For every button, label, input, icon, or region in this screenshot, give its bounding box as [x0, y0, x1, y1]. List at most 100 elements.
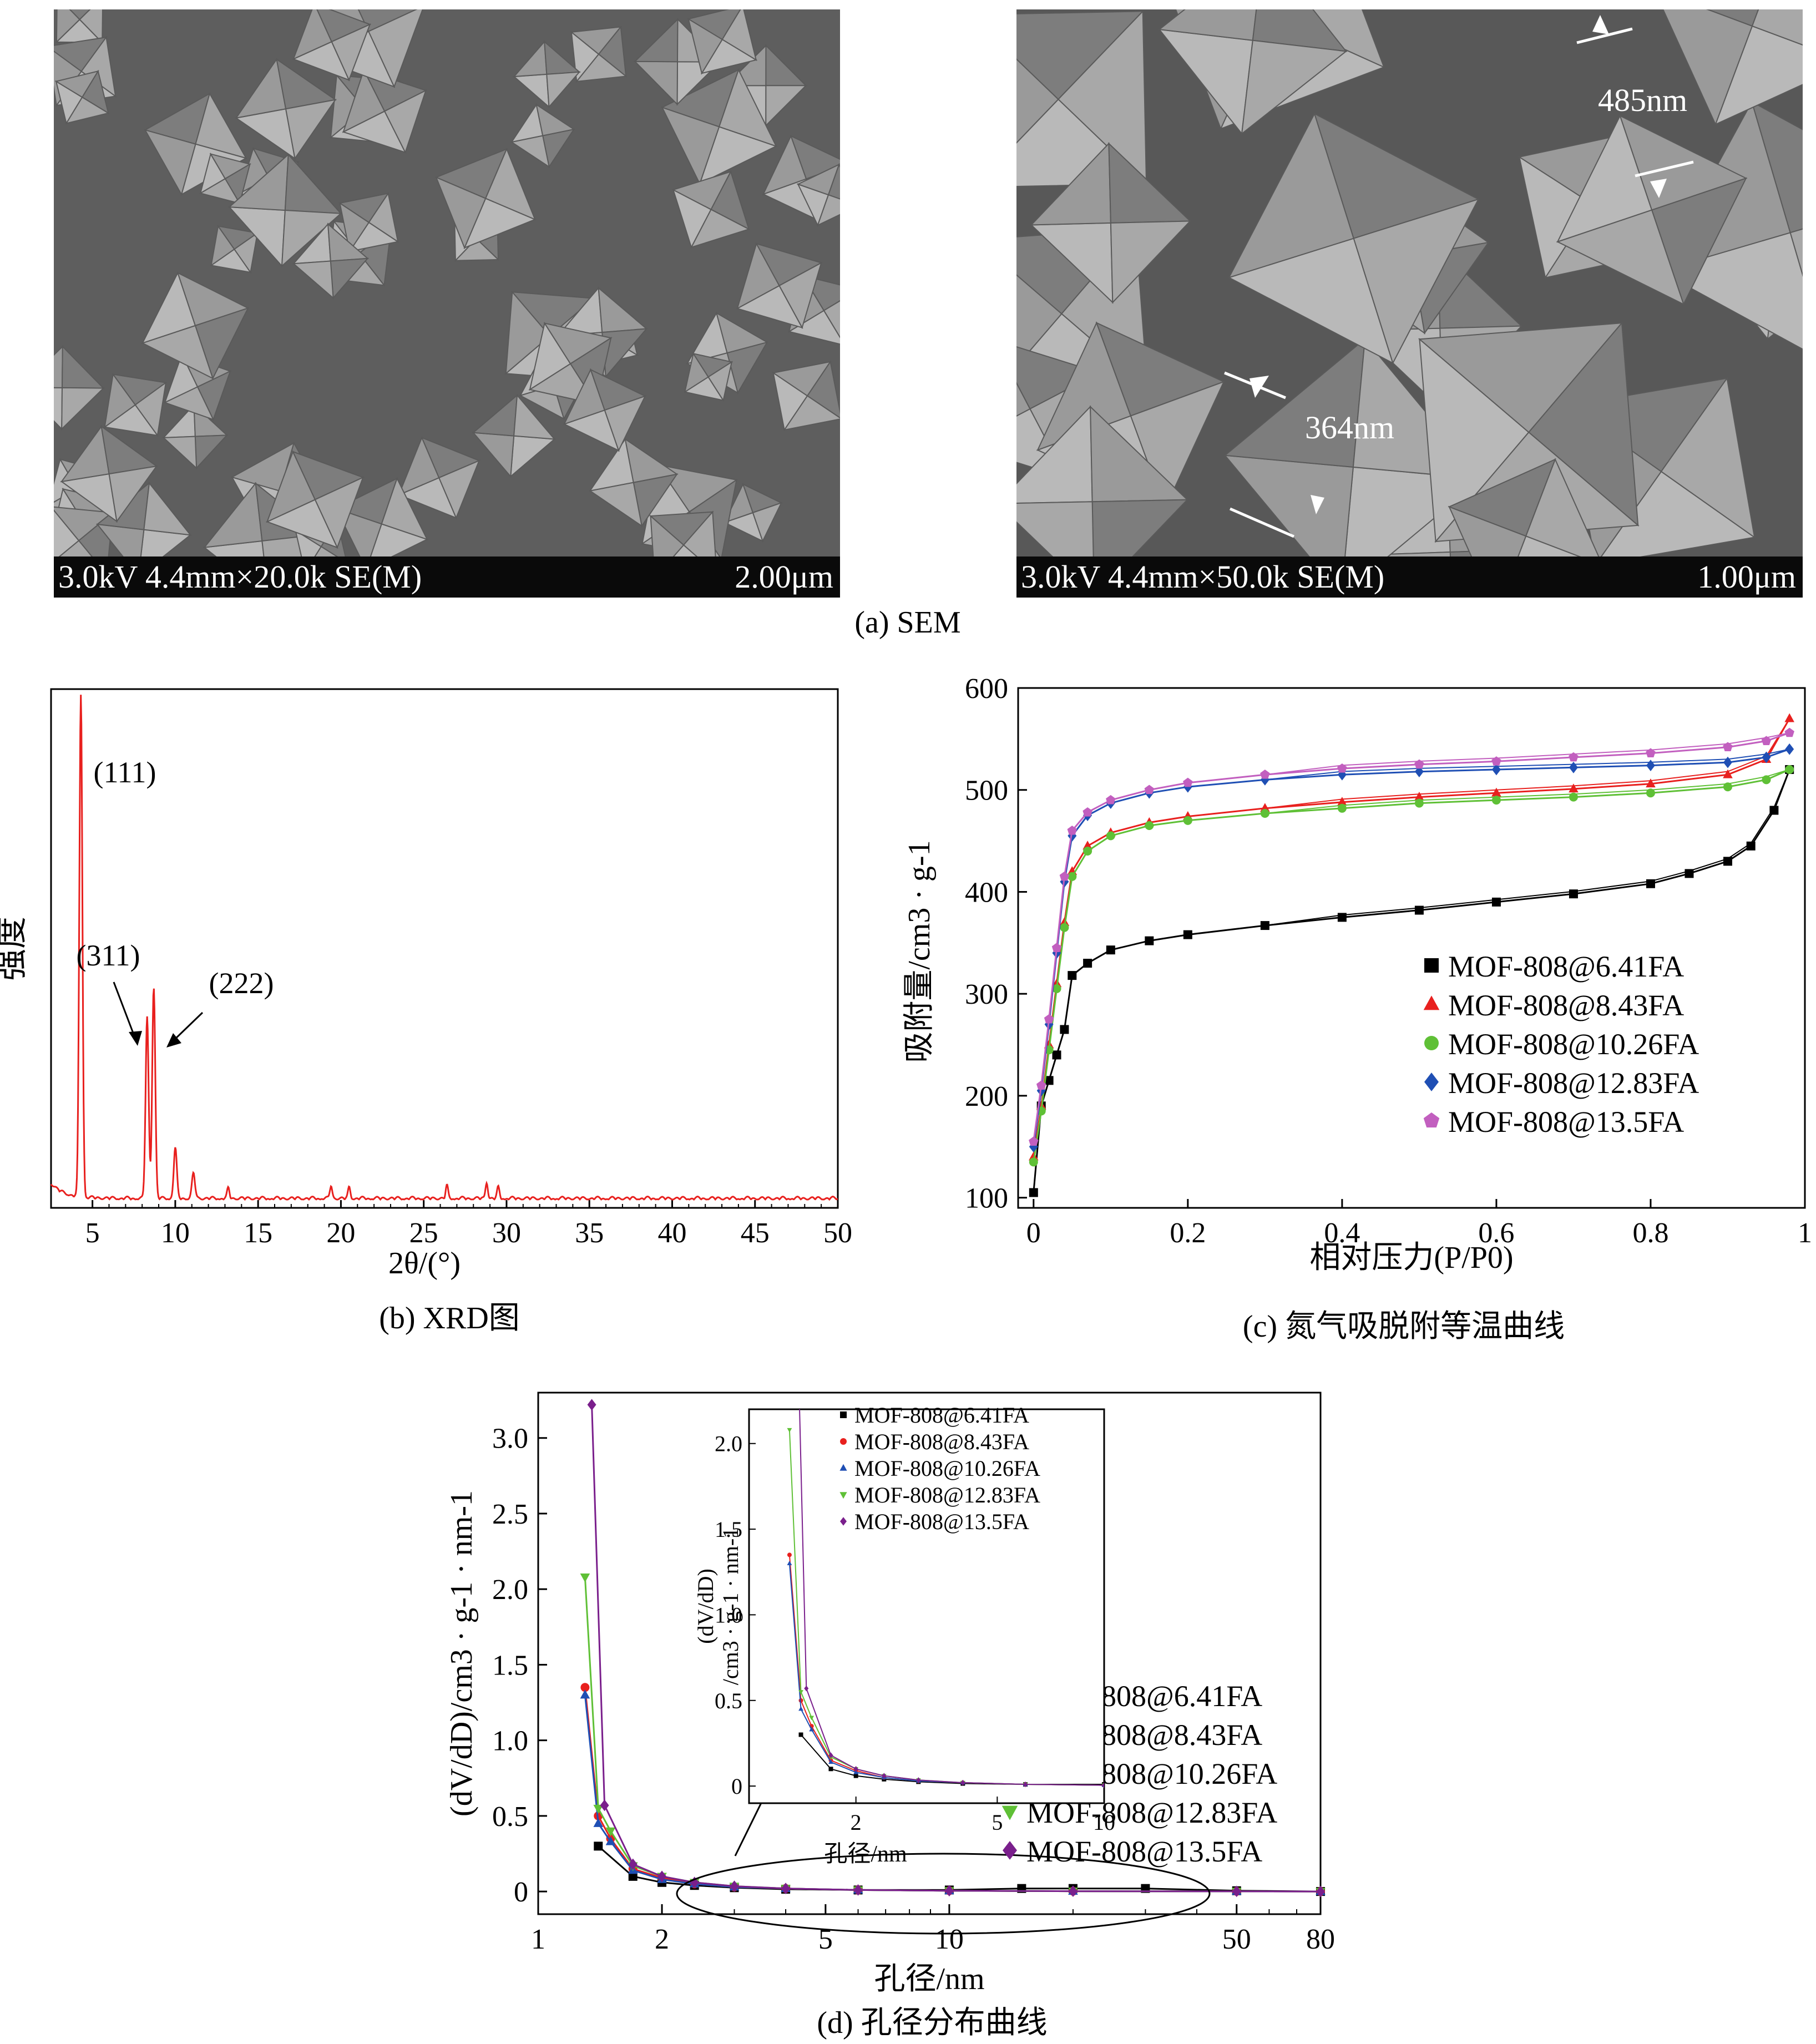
iso-point [1569, 889, 1578, 899]
pore-inset-point [804, 1685, 809, 1692]
pore-inset-legend-marker [840, 1517, 847, 1526]
sem-image-left: 3.0kV 4.4mm×20.0k SE(M) 2.00μm [54, 9, 840, 598]
pore-point [730, 1880, 739, 1892]
sem-scale-left: 2.00μm [735, 559, 833, 595]
sem-crystal-facet [721, 9, 757, 62]
pore-xtick-label: 80 [1306, 1924, 1335, 1955]
iso-legend-label: MOF-808@8.43FA [1448, 989, 1684, 1022]
pore-chart: 1 2 5 10 50 80 0 0.5 1.0 1.5 2.0 2.5 3.0 MOF-808@6.41… [444, 1392, 1335, 1992]
pore-inset-point [798, 1732, 803, 1737]
iso-point [1569, 792, 1578, 802]
pore-inset-legend-marker [839, 1492, 847, 1499]
xrd-plot-frame [50, 688, 839, 1209]
sem-crystal-facet [604, 395, 646, 452]
sem-crystal-facet [1662, 9, 1753, 126]
sem-crystal-facet [108, 465, 158, 523]
pore-inset-point [809, 1716, 815, 1721]
pore-legend-marker [1003, 1841, 1017, 1860]
iso-point [1337, 913, 1347, 922]
sem-crystal-facet [1057, 9, 1147, 185]
iso-point [1029, 1136, 1039, 1146]
sem-crystal-facet [1016, 382, 1031, 417]
sem-crystal-facet [1706, 9, 1759, 27]
sem-crystal-facet [827, 163, 840, 200]
sem-crystal-facet [331, 23, 371, 82]
sem-crystal-facet [285, 99, 337, 160]
iso-point [1083, 959, 1092, 968]
iso-point [1106, 831, 1115, 841]
iso-point [1491, 796, 1501, 805]
pore-series-4 [587, 1399, 1325, 1898]
sem-crystal-facet [1016, 501, 1094, 556]
xrd-xtick-label: 10 [161, 1217, 190, 1249]
iso-point [1414, 759, 1424, 769]
sem-crystal-facet [162, 436, 198, 470]
sem-crystal-facet [134, 381, 167, 437]
caption-b: (b) XRD图 [379, 1301, 520, 1335]
sem-crystal-facet [1353, 198, 1480, 365]
iso-point [1569, 752, 1579, 762]
sem-crystal-facet [1751, 9, 1803, 45]
iso-point [1723, 756, 1732, 768]
pore-point [781, 1883, 791, 1895]
iso-series-2 [1029, 765, 1794, 1167]
iso-point [1785, 743, 1794, 755]
pore-inset-xtick-label: 10 [1093, 1810, 1115, 1835]
measure-label-485: 485nm [1598, 82, 1688, 118]
xrd-arrow-222 [171, 1011, 204, 1043]
iso-point [1746, 841, 1756, 851]
pore-point [593, 1818, 604, 1827]
iso-point [1685, 869, 1694, 878]
iso-point [1144, 785, 1155, 795]
measure-marker-bottom [1224, 371, 1324, 538]
pore-inset-legend-label: MOF-808@13.5FA [854, 1509, 1029, 1534]
sem-crystal-facet [588, 482, 643, 528]
pore-inset-ytick-label: 1.0 [715, 1602, 742, 1627]
iso-point [1183, 816, 1192, 825]
pore-inset-ytick-label: 0.5 [715, 1688, 742, 1713]
sem-texture-left [54, 9, 840, 556]
xrd-xtick-label: 30 [492, 1217, 521, 1249]
iso-point [1183, 777, 1193, 787]
iso-legend-marker [1423, 1112, 1440, 1128]
sem-crystal-facet [1241, 39, 1348, 135]
pore-inset-ylabel-1: (dV/dD) [693, 1569, 718, 1644]
iso-point [1052, 1050, 1061, 1060]
sem-info-right: 3.0kV 4.4mm×50.0k SE(M) [1021, 559, 1385, 595]
iso-point [1723, 782, 1732, 792]
sem-crystal-facet [1789, 228, 1803, 277]
pore-point [593, 1804, 604, 1814]
sem-crystal-facet [281, 209, 342, 267]
sem-crystal-facet [199, 178, 241, 205]
iso-point [1059, 917, 1070, 926]
iso-point [1044, 1014, 1054, 1024]
xrd-arrow-311 [113, 981, 137, 1041]
iso-point [1068, 971, 1077, 980]
sem-crystal-facet [54, 387, 63, 431]
iso-xlabel: 相对压力(P/P0) [1309, 1241, 1513, 1275]
sem-texture-right [1016, 9, 1803, 556]
iso-point [1082, 807, 1092, 817]
sem-crystal-facet [823, 300, 840, 338]
pore-inset-point [828, 1752, 833, 1758]
pore-inset-point [787, 1428, 792, 1433]
pore-inset-legend-label: MOF-808@8.43FA [854, 1429, 1029, 1454]
iso-point [1569, 783, 1579, 793]
iso-ytick-label: 500 [965, 775, 1008, 807]
iso-ytick-label: 200 [965, 1081, 1008, 1112]
iso-point [1029, 1188, 1038, 1197]
iso-legend-marker [1424, 958, 1439, 973]
iso-series-4 [1029, 727, 1794, 1146]
iso-point [1029, 1151, 1039, 1161]
pore-xtick-label: 50 [1222, 1924, 1251, 1955]
caption-c: (c) 氮气吸脱附等温曲线 [1242, 1309, 1565, 1344]
pore-inset-legend-marker [840, 1411, 847, 1418]
iso-point [1106, 945, 1115, 955]
sem-crystal-facet [546, 71, 581, 109]
iso-point [1337, 763, 1347, 773]
iso-point [1762, 775, 1771, 785]
pore-series-line [591, 1404, 1321, 1893]
iso-point [1769, 806, 1779, 815]
xrd-curve [50, 695, 838, 1201]
pore-inset-line [799, 1409, 1104, 1786]
